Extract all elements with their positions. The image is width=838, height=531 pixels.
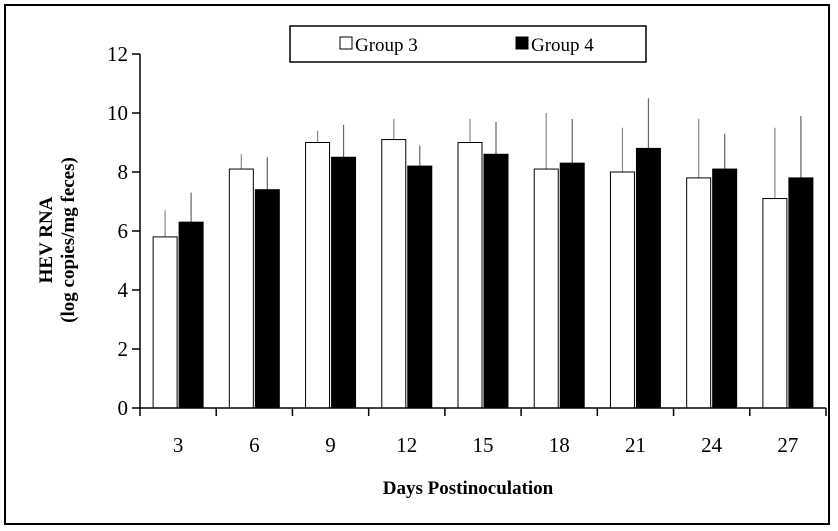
x-axis-title: Days Postinoculation [383,478,554,499]
y-tick-label: 8 [118,160,129,184]
y-tick-label: 2 [118,337,129,361]
legend-label-group-4: Group 4 [531,35,594,56]
y-tick-label: 4 [118,278,129,302]
bar-group-3 [609,171,635,409]
y-tick-label: 12 [107,42,128,66]
y-tick-label: 10 [107,101,128,125]
bar-group-3 [228,168,254,409]
bar-group-4 [559,162,585,409]
bar-group-4 [483,153,509,409]
bar-group-3 [762,198,788,409]
x-tick-label: 12 [396,433,417,457]
bar-group-3 [305,142,331,409]
bar-group-4 [178,221,204,409]
bar-group-4 [407,165,433,409]
bar-group-4 [635,147,661,409]
x-tick-label: 9 [325,433,336,457]
bar-group-3 [686,177,712,409]
bar-group-3 [457,142,483,409]
y-axis-title: HEV RNA (log copies/mg feces) [36,157,79,323]
legend-swatch-group-4 [515,36,529,50]
x-tick-label: 27 [777,433,798,457]
legend: Group 3 Group 4 [289,25,647,63]
legend-swatch-group-3 [339,36,353,50]
y-axis-title-line-1: HEV RNA [36,196,57,283]
bar-group-4 [254,189,280,409]
x-tick-label: 15 [473,433,494,457]
bar-group-3 [533,168,559,409]
bar-group-4 [788,177,814,409]
legend-label-group-3: Group 3 [355,35,418,56]
x-tick-label: 3 [173,433,184,457]
y-tick-label: 0 [118,396,129,420]
y-axis-title-line-2: (log copies/mg feces) [58,157,79,323]
bar-group-3 [381,139,407,409]
bar-group-3 [152,236,178,409]
bar-group-4 [331,156,357,409]
x-tick-label: 24 [701,433,723,457]
x-tick-label: 21 [625,433,646,457]
x-tick-label: 6 [249,433,260,457]
x-tick-label: 18 [549,433,570,457]
bar-chart: Group 3 Group 4 HEV RNA (log copies/mg f… [36,25,827,499]
y-tick-label: 6 [118,219,129,243]
bar-group-4 [712,168,738,409]
chart-frame: Group 3 Group 4 HEV RNA (log copies/mg f… [4,4,830,525]
